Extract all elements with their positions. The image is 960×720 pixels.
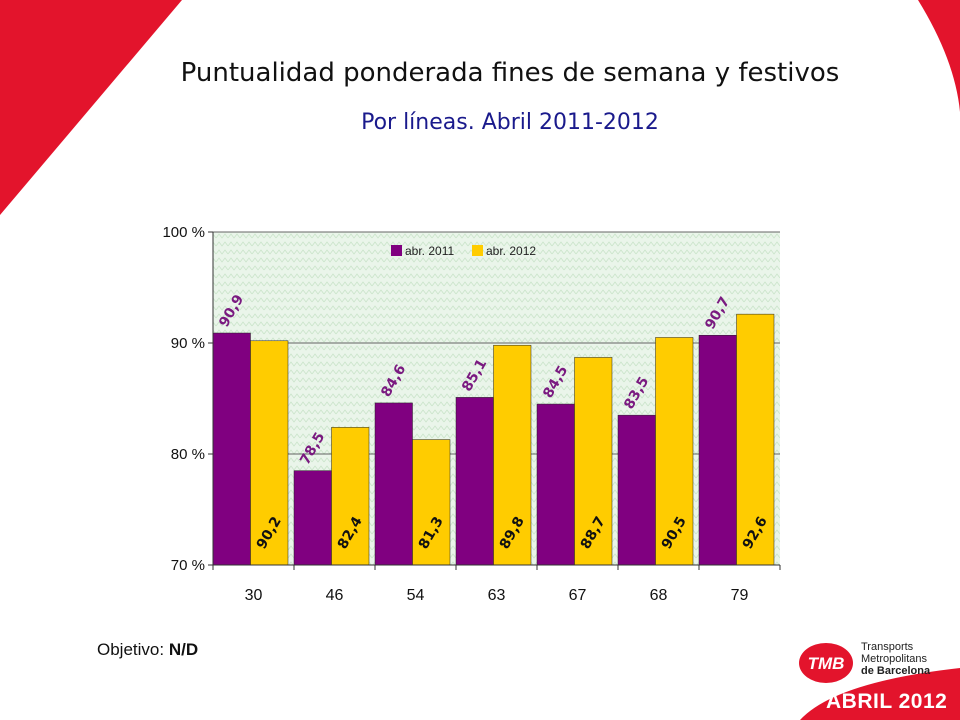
x-tick-label-68: 68 [650, 587, 668, 604]
legend-label-2011: abr. 2011 [405, 244, 454, 258]
y-tick-label-90: 90 % [171, 335, 205, 352]
bar-2011-line-54 [374, 402, 413, 566]
y-tick-label-70: 70 % [171, 557, 205, 574]
page-subtitle: Por líneas. Abril 2011-2012 [361, 110, 659, 135]
period-label: ABRIL 2012 [826, 690, 948, 713]
bar-2011-line-79 [698, 334, 737, 566]
legend-swatch-2011 [391, 245, 402, 256]
top-right-red-corner [918, 0, 960, 112]
y-tick-label-80: 80 % [171, 446, 205, 463]
tmb-logo-mark [799, 643, 853, 683]
tmb-logo-text: TMB [808, 654, 845, 673]
x-tick-label-46: 46 [326, 587, 344, 604]
x-tick-label-30: 30 [245, 587, 263, 604]
x-tick-label-79: 79 [731, 587, 749, 604]
bar-2012-line-30 [250, 340, 289, 566]
x-tick-label-67: 67 [569, 587, 587, 604]
objective-label: Objetivo: [97, 640, 165, 659]
bar-2012-line-79 [736, 313, 775, 566]
bar-2011-line-46 [293, 470, 332, 566]
objective-value: N/D [168, 640, 199, 659]
legend-swatch-2012 [472, 245, 483, 256]
page-title: Puntualidad ponderada fines de semana y … [180, 58, 840, 88]
bar-2012-line-54 [412, 439, 451, 566]
brand-name: Transports Metropolitans de Barcelona [861, 641, 930, 677]
bar-2012-line-68 [655, 337, 694, 566]
x-tick-label-63: 63 [488, 587, 506, 604]
legend-label-2012: abr. 2012 [486, 244, 536, 258]
bar-2011-line-68 [617, 414, 656, 566]
chart-legend: abr. 2011 abr. 2012 [391, 244, 536, 258]
brand-line-3: de Barcelona [861, 665, 931, 677]
objective-text: Objetivo: N/D [97, 640, 198, 660]
bar-2011-line-30 [212, 332, 251, 566]
bottom-right-red-corner [800, 668, 960, 720]
x-tick-label-54: 54 [407, 587, 425, 604]
bar-2011-line-63 [455, 397, 494, 566]
bar-2012-line-46 [331, 427, 370, 566]
tmb-logo: TMB [799, 643, 853, 683]
brand-line-2: Metropolitans [861, 653, 928, 665]
bar-2012-line-67 [574, 357, 613, 566]
brand-line-1: Transports [861, 641, 914, 653]
bar-2011-line-67 [536, 403, 575, 566]
y-tick-label-100: 100 % [162, 224, 205, 241]
bar-2012-line-63 [493, 344, 532, 566]
top-left-red-corner [0, 0, 182, 215]
